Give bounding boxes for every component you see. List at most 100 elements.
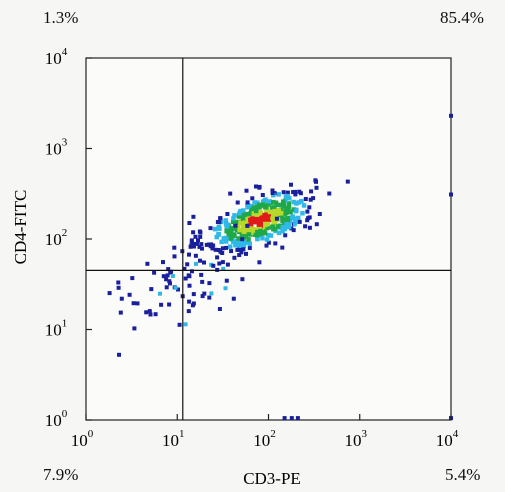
event-dot-267: [255, 229, 260, 235]
event-dot-270: [231, 216, 236, 221]
event-dot-23: [267, 225, 272, 230]
event-dot-185: [303, 197, 308, 201]
event-dot-319: [191, 230, 196, 235]
event-dot-213: [248, 222, 253, 228]
event-dot-278: [239, 250, 244, 255]
event-dot-250: [221, 236, 226, 241]
event-dot-476: [172, 245, 177, 250]
event-dot-318: [301, 203, 307, 208]
event-dot-226: [245, 205, 250, 210]
event-dot-116: [281, 190, 286, 195]
event-dot-191: [269, 213, 275, 218]
event-dot-487: [217, 307, 222, 311]
event-dot-136: [276, 230, 282, 236]
event-dot-382: [291, 228, 296, 233]
event-dot-349: [260, 193, 265, 197]
event-dot-113: [270, 224, 275, 229]
event-dot-294: [273, 200, 279, 205]
event-dot-386: [228, 236, 234, 241]
event-dot-373: [246, 227, 251, 233]
event-dot-339: [272, 205, 277, 210]
event-dot-377: [231, 239, 236, 245]
event-dot-2: [266, 240, 271, 245]
event-dot-269: [261, 199, 266, 205]
event-dot-25: [199, 242, 204, 247]
event-dot-406: [246, 232, 252, 237]
event-dot-40: [255, 236, 260, 242]
event-dot-369: [264, 237, 270, 242]
event-dot-498: [292, 222, 297, 227]
event-dot-404: [233, 220, 238, 225]
event-dot-461: [167, 279, 172, 284]
x-tick-label-2: 102: [253, 428, 276, 450]
event-dot-371: [264, 213, 270, 218]
event-dot-286: [282, 211, 287, 217]
event-dot-312: [288, 209, 293, 215]
event-dot-411: [276, 208, 281, 213]
event-dot-460: [186, 309, 191, 314]
event-dot-325: [240, 234, 246, 239]
event-dot-166: [296, 200, 301, 205]
event-dot-483: [189, 243, 194, 248]
event-dot-397: [220, 246, 225, 251]
event-dot-499: [152, 270, 157, 275]
event-dot-245: [217, 261, 222, 266]
event-dot-511: [449, 192, 453, 197]
event-dot-471: [144, 310, 149, 315]
event-dot-475: [197, 244, 202, 249]
event-dot-38: [235, 224, 241, 229]
event-dot-14: [265, 202, 271, 207]
event-dot-364: [273, 241, 278, 246]
event-dot-174: [288, 218, 293, 223]
event-dot-359: [257, 205, 262, 210]
event-dot-249: [271, 192, 276, 198]
event-dot-88: [225, 212, 230, 216]
event-dot-298: [242, 240, 247, 246]
event-dot-232: [255, 200, 260, 205]
event-dot-247: [282, 209, 287, 214]
event-dot-399: [235, 200, 240, 205]
event-dot-288: [192, 244, 196, 249]
x-tick-label-0: 100: [71, 428, 94, 450]
event-dot-418: [253, 208, 259, 214]
event-dot-140: [345, 179, 350, 184]
event-dot-36: [191, 214, 196, 219]
event-dot-362: [244, 188, 249, 193]
event-dot-441: [208, 226, 213, 231]
event-dot-74: [293, 220, 298, 225]
event-dot-407: [250, 206, 256, 212]
event-dot-436: [186, 273, 191, 278]
event-dot-485: [148, 312, 153, 317]
event-dot-429: [240, 237, 245, 242]
event-dot-396: [224, 224, 229, 229]
event-dot-239: [271, 199, 276, 205]
event-dot-324: [241, 229, 247, 235]
event-dot-354: [273, 209, 278, 215]
event-dot-248: [250, 196, 255, 201]
event-dot-290: [224, 228, 229, 234]
event-dots: [107, 113, 453, 421]
event-dot-342: [213, 247, 218, 252]
event-dot-507: [132, 326, 137, 331]
event-dot-179: [247, 241, 252, 247]
event-dot-279: [291, 199, 296, 205]
event-dot-68: [286, 201, 292, 206]
event-dot-333: [237, 211, 242, 216]
event-dot-81: [264, 226, 269, 231]
event-dot-403: [212, 226, 218, 232]
event-dot-215: [297, 189, 302, 194]
event-dot-444: [149, 287, 154, 292]
y-tick-label-4: 104: [45, 46, 68, 68]
event-dot-456: [202, 260, 206, 265]
event-dot-230: [219, 239, 224, 245]
event-dot-493: [135, 301, 140, 306]
event-dot-121: [292, 216, 298, 221]
event-dot-368: [308, 197, 313, 202]
event-dot-410: [215, 255, 220, 260]
event-dot-380: [217, 220, 222, 225]
event-dot-434: [198, 258, 202, 263]
event-dot-424: [119, 296, 124, 301]
event-dot-393: [284, 221, 289, 227]
event-dot-374: [278, 211, 284, 216]
